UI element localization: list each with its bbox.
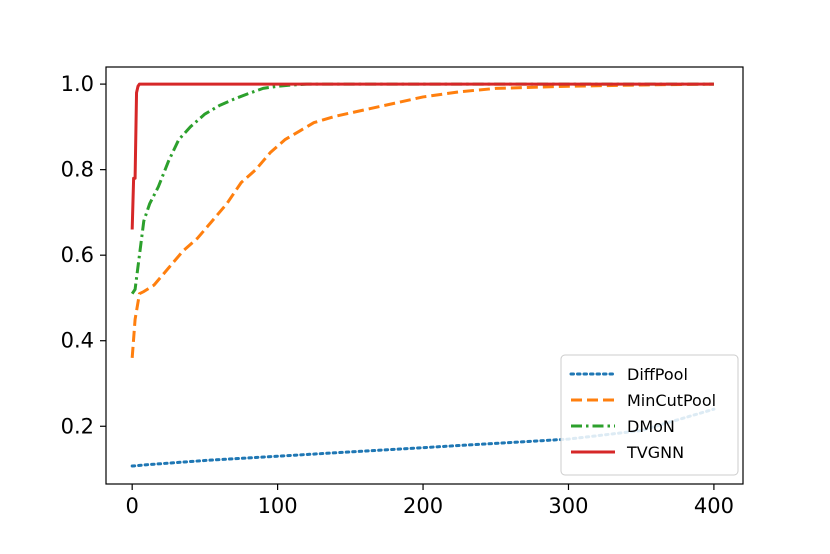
y-tick-label: 0.4 — [61, 329, 94, 353]
legend-label-diffpool: DiffPool — [627, 365, 688, 384]
x-tick-label: 0 — [125, 494, 138, 518]
plot-frame — [105, 66, 744, 485]
axes-layer: 0 100 200 300 400 0.2 0.4 0.6 0.8 1.0 — [61, 72, 734, 518]
x-tick-label: 400 — [694, 494, 734, 518]
legend-label-tvgnn: TVGNN — [626, 443, 684, 462]
series-line-dmon — [130, 82, 714, 295]
x-tick-label: 300 — [548, 494, 588, 518]
y-tick-label: 0.8 — [61, 158, 94, 182]
legend-label-dmon: DMoN — [627, 417, 675, 436]
series-line-mincutpool — [130, 82, 714, 358]
y-tick-label: 0.2 — [61, 414, 94, 438]
legend-label-mincutpool: MinCutPool — [627, 391, 716, 410]
series-line-tvgnn — [130, 82, 714, 230]
legend: DiffPool MinCutPool DMoN TVGNN — [560, 354, 739, 476]
legend-box — [560, 354, 739, 476]
y-tick-label: 1.0 — [61, 72, 94, 96]
y-tick-label: 0.6 — [61, 243, 94, 267]
x-tick-label: 200 — [403, 494, 443, 518]
x-tick-label: 100 — [258, 494, 298, 518]
